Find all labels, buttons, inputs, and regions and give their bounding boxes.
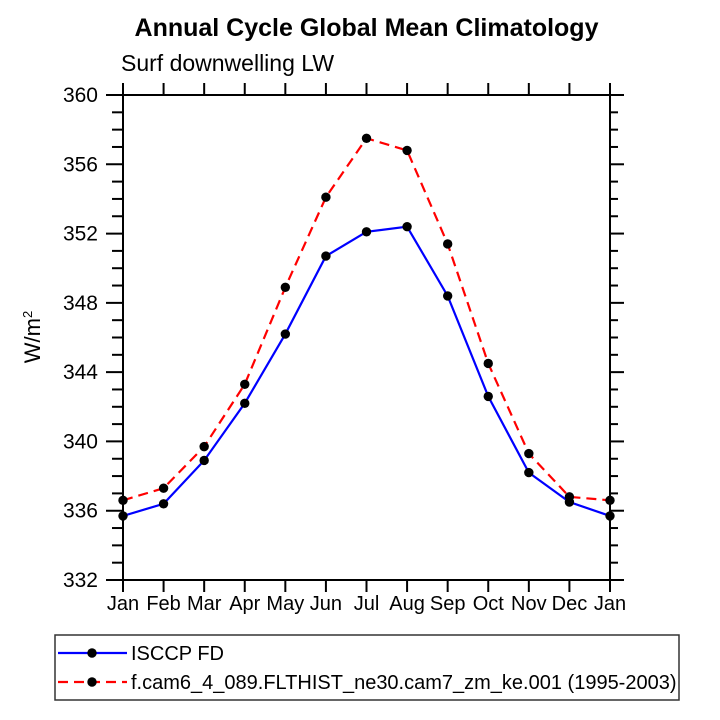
series-line-obs	[122, 225, 611, 517]
legend-label: f.cam6_4_089.FLTHIST_ne30.cam7_zm_ke.001…	[131, 672, 677, 694]
data-point-marker	[402, 221, 412, 232]
chart-title: Annual Cycle Global Mean Climatology	[134, 14, 599, 42]
data-point-marker	[240, 398, 250, 409]
legend-label: ISCCP FD	[131, 643, 224, 665]
y-tick-label: 332	[63, 569, 98, 592]
data-point-marker	[158, 483, 169, 493]
data-point-marker	[524, 467, 534, 478]
data-point-marker	[524, 448, 534, 459]
data-point-marker	[361, 133, 372, 144]
y-tick-label: 348	[63, 292, 98, 315]
y-axis-unit: W/m	[20, 318, 46, 364]
data-point-marker	[118, 511, 128, 521]
data-point-marker	[321, 251, 331, 261]
y-tick-label: 344	[63, 361, 98, 384]
y-tick-label: 352	[63, 223, 98, 246]
data-point-marker	[199, 441, 209, 452]
data-point-marker	[442, 291, 453, 301]
x-tick-label: Nov	[511, 593, 547, 615]
x-tick-label: Apr	[229, 593, 260, 615]
y-tick-label: 360	[63, 84, 98, 107]
legend-marker	[87, 677, 97, 687]
x-tick-label: Mar	[187, 593, 222, 615]
series-line-model	[122, 137, 611, 502]
x-tick-label: May	[266, 593, 304, 615]
data-point-marker	[118, 495, 128, 506]
data-point-marker	[564, 492, 575, 502]
y-tick-label: 336	[63, 500, 98, 523]
data-point-marker	[442, 239, 453, 249]
x-tick-label: Oct	[473, 593, 505, 615]
data-point-marker	[158, 499, 169, 509]
x-tick-label: Jan	[107, 593, 139, 615]
data-point-marker	[280, 282, 291, 292]
legend-box	[54, 634, 680, 701]
x-tick-label: Aug	[389, 593, 425, 615]
x-tick-label: Sep	[430, 593, 466, 615]
y-axis-unit-exponent: 2	[19, 310, 35, 319]
y-tick-label: 356	[63, 153, 98, 176]
data-point-marker	[402, 145, 412, 156]
data-point-marker	[605, 511, 615, 521]
plot-frame	[122, 94, 611, 581]
legend-marker	[87, 648, 97, 658]
x-tick-label: Jan	[594, 593, 626, 615]
data-point-marker	[240, 379, 250, 389]
data-point-marker	[483, 391, 493, 402]
y-tick-label: 340	[63, 430, 98, 453]
chart-subtitle: Surf downwelling LW	[121, 50, 335, 76]
data-point-marker	[321, 192, 331, 202]
x-tick-label: Jun	[310, 593, 342, 615]
data-point-marker	[483, 358, 493, 369]
data-point-marker	[280, 329, 291, 339]
data-point-marker	[199, 455, 209, 466]
x-tick-label: Dec	[552, 593, 588, 615]
x-tick-label: Feb	[146, 593, 180, 615]
data-point-marker	[361, 227, 372, 237]
y-axis-title: W/m2	[20, 311, 46, 363]
x-tick-label: Jul	[354, 593, 380, 615]
data-point-marker	[605, 495, 615, 506]
